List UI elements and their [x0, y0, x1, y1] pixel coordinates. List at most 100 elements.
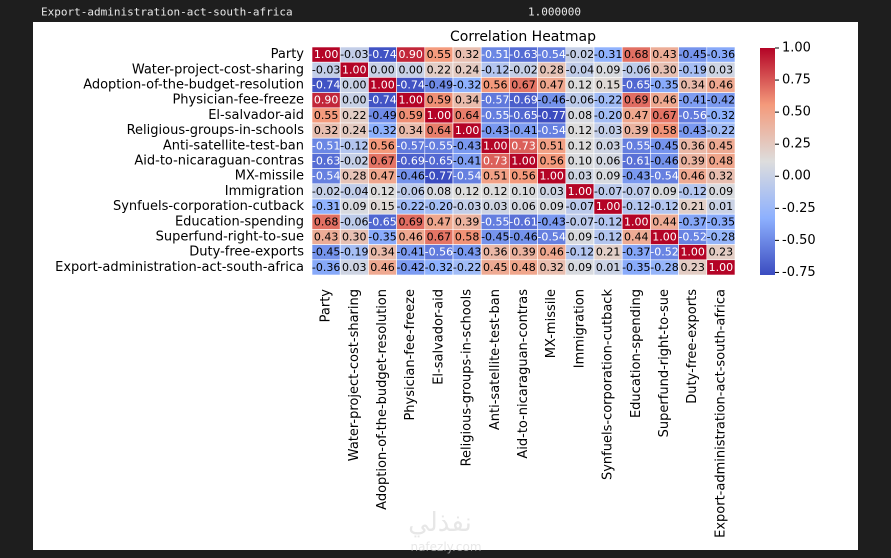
cell-label: -0.20 — [425, 200, 453, 213]
cell-label: 0.01 — [596, 261, 621, 274]
y-tick-label: Export-administration-act-south-africa — [55, 260, 304, 275]
cell-label: -0.35 — [368, 231, 396, 244]
cell-label: -0.32 — [425, 261, 453, 274]
y-tick-label: Religious-groups-in-schools — [127, 123, 305, 138]
cell-label: -0.45 — [650, 139, 678, 152]
cell-label: -0.52 — [678, 231, 706, 244]
cell-label: 0.46 — [539, 246, 564, 259]
cell-label: 0.32 — [455, 48, 480, 61]
cell-label: -0.03 — [594, 124, 622, 137]
cell-label: -0.43 — [453, 246, 481, 259]
cell-label: 0.09 — [652, 185, 677, 198]
y-tick-label: El-salvador-aid — [208, 108, 304, 123]
cell-label: -0.55 — [622, 139, 650, 152]
cell-label: -0.32 — [453, 79, 481, 92]
cell-label: -0.61 — [509, 215, 537, 228]
cell-label: -0.28 — [650, 261, 678, 274]
cell-label: -0.74 — [396, 79, 424, 92]
cell-label: -0.19 — [340, 246, 368, 259]
cell-label: 0.00 — [398, 63, 423, 76]
cell-label: 0.06 — [511, 200, 536, 213]
cell-label: 0.15 — [596, 79, 621, 92]
cell-label: -0.12 — [340, 139, 368, 152]
cell-label: -0.22 — [396, 200, 424, 213]
x-tick-label: Physician-fee-freeze — [403, 289, 418, 421]
cell-label: 0.12 — [455, 185, 480, 198]
cell-label: -0.06 — [340, 215, 368, 228]
cell-label: 0.09 — [342, 200, 367, 213]
cell-label: 0.69 — [624, 94, 649, 107]
cell-label: 0.59 — [427, 94, 452, 107]
cell-label: -0.41 — [678, 94, 706, 107]
cell-label: 0.03 — [568, 170, 593, 183]
cell-label: -0.63 — [312, 155, 340, 168]
output-value: 1.000000 — [528, 6, 581, 19]
watermark-latin: nafezly.com — [410, 540, 481, 554]
cell-label: 0.12 — [568, 139, 593, 152]
cell-label: -0.46 — [509, 231, 537, 244]
cell-label: 0.09 — [568, 231, 593, 244]
cell-label: 0.22 — [342, 109, 367, 122]
cell-label: 0.36 — [483, 246, 508, 259]
cell-label: 0.45 — [709, 139, 734, 152]
watermark-arabic: نفذلي — [408, 508, 472, 538]
cell-label: -0.63 — [509, 48, 537, 61]
cell-label: -0.55 — [481, 109, 509, 122]
cell-label: 0.68 — [314, 215, 339, 228]
cell-label: 0.58 — [455, 231, 480, 244]
cell-label: 0.00 — [342, 94, 367, 107]
colorbar — [760, 48, 775, 275]
y-tick-label: Synfuels-corporation-cutback — [113, 199, 304, 214]
cell-label: 0.46 — [709, 79, 734, 92]
x-tick-label: Duty-free-exports — [685, 289, 700, 404]
cell-label: -0.49 — [368, 109, 396, 122]
y-tick-label: MX-missile — [235, 169, 304, 184]
cell-label: 0.03 — [483, 200, 508, 213]
cell-label: 0.39 — [455, 215, 480, 228]
cell-label: -0.46 — [650, 155, 678, 168]
cell-label: 0.73 — [483, 155, 508, 168]
cell-label: 0.03 — [709, 63, 734, 76]
cell-label: 0.64 — [427, 124, 452, 137]
cell-label: 0.56 — [511, 170, 536, 183]
cell-label: -0.56 — [425, 246, 453, 259]
y-tick-label: Superfund-right-to-sue — [156, 230, 304, 245]
cell-label: -0.65 — [509, 109, 537, 122]
cell-label: -0.22 — [453, 261, 481, 274]
cell-label: -0.51 — [312, 139, 340, 152]
cell-label: 0.36 — [680, 139, 705, 152]
cell-label: -0.20 — [594, 109, 622, 122]
cell-label: 1.00 — [709, 261, 734, 274]
cell-label: 1.00 — [455, 124, 480, 137]
cell-label: -0.74 — [368, 48, 396, 61]
cell-label: 0.08 — [427, 185, 452, 198]
cell-label: -0.69 — [396, 155, 424, 168]
cell-label: 0.24 — [455, 63, 480, 76]
cell-label: 0.32 — [539, 261, 564, 274]
cell-label: -0.28 — [707, 231, 735, 244]
cell-label: 0.00 — [370, 63, 395, 76]
cell-label: -0.02 — [340, 155, 368, 168]
cell-label: -0.12 — [594, 231, 622, 244]
cell-label: 0.46 — [370, 261, 395, 274]
cell-label: 0.51 — [483, 170, 508, 183]
cell-label: 1.00 — [398, 94, 423, 107]
colorbar-tick-label: -0.75 — [782, 265, 816, 280]
cell-label: 0.30 — [342, 231, 367, 244]
cell-label: 0.32 — [709, 170, 734, 183]
cell-label: -0.51 — [481, 48, 509, 61]
cell-label: 1.00 — [511, 155, 536, 168]
colorbar-tick-label: 0.50 — [782, 105, 811, 120]
cell-label: 0.03 — [539, 185, 564, 198]
colorbar-tick-label: -0.25 — [782, 201, 816, 216]
cell-label: 0.67 — [652, 109, 677, 122]
cell-label: -0.36 — [312, 261, 340, 274]
cell-label: -0.35 — [650, 79, 678, 92]
cell-label: -0.49 — [425, 79, 453, 92]
cell-label: -0.46 — [537, 94, 565, 107]
cell-label: 0.09 — [596, 63, 621, 76]
cell-label: 0.67 — [370, 155, 395, 168]
cell-label: -0.42 — [707, 94, 735, 107]
cell-label: 0.46 — [652, 94, 677, 107]
cell-label: -0.37 — [678, 215, 706, 228]
